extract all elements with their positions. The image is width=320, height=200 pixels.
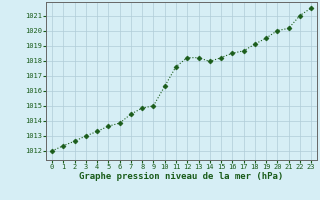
X-axis label: Graphe pression niveau de la mer (hPa): Graphe pression niveau de la mer (hPa) [79,172,284,181]
